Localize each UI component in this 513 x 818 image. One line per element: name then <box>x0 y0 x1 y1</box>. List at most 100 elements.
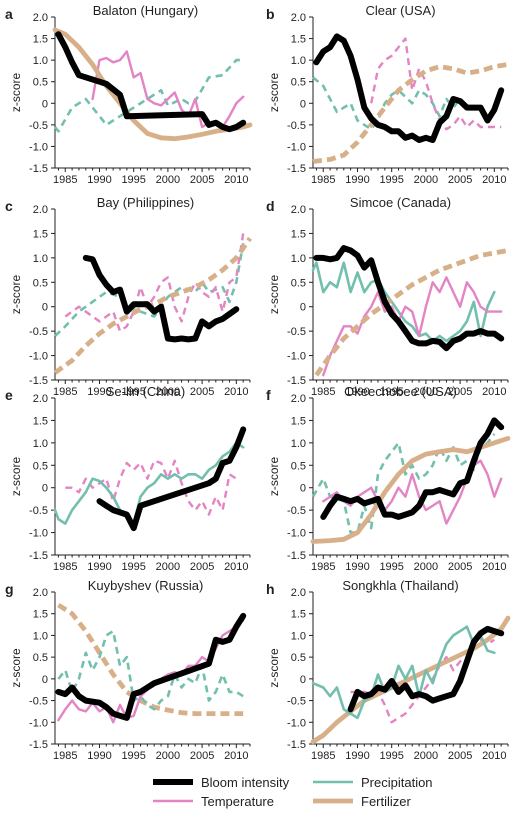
y-tick-label: -1.0 <box>29 351 48 363</box>
y-tick-label: 1.5 <box>33 228 48 240</box>
y-tick-label: 0.5 <box>33 460 48 472</box>
x-tick-label: 2010 <box>224 561 248 573</box>
y-tick-label: 1.5 <box>33 609 48 621</box>
y-tick-label: 2.0 <box>291 587 306 599</box>
panel-e: e Se-lin (China) -1.5 -1.0 -0.5 0 0.5 1.0 1.5 2.0… <box>5 384 251 573</box>
y-tick-label: -1.5 <box>29 739 48 751</box>
series-temperature <box>370 37 502 131</box>
panel-letter: c <box>5 198 13 214</box>
y-tick-label: -1.5 <box>29 163 48 175</box>
y-tick-label: 2.0 <box>33 204 48 216</box>
y-tick-label: 0.5 <box>33 652 48 664</box>
x-tick-label: 2005 <box>448 750 472 762</box>
y-tick-label: -1.0 <box>287 528 306 540</box>
x-tick-label: 1985 <box>311 386 335 398</box>
y-axis-title: z-score <box>267 648 281 688</box>
y-tick-label: -0.5 <box>29 120 48 132</box>
y-tick-label: 0.5 <box>291 277 306 289</box>
x-tick-label: 1990 <box>87 174 111 186</box>
y-tick-label: 1.0 <box>291 630 306 642</box>
series-precipitation <box>312 76 462 131</box>
x-tick-label: 2005 <box>448 561 472 573</box>
x-tick-label: 1995 <box>121 561 145 573</box>
panel-a: a Balaton (Hungary) -1.5 -1.0 -0.5 0 0.5 1.0 1.5… <box>5 3 253 186</box>
panel-letter: d <box>266 198 275 214</box>
y-axis-title: z-score <box>9 457 23 497</box>
y-tick-label: 1.0 <box>291 55 306 67</box>
y-tick-label: 0 <box>300 483 306 495</box>
y-tick-label: 2.0 <box>291 393 306 405</box>
x-tick-label: 2010 <box>224 750 248 762</box>
y-tick-label: 2.0 <box>291 12 306 24</box>
x-tick-label: 1995 <box>121 750 145 762</box>
x-tick-label: 1990 <box>345 174 369 186</box>
x-tick-label: 2010 <box>482 561 506 573</box>
x-tick-label: 1990 <box>87 750 111 762</box>
y-tick-label: 1.0 <box>33 55 48 67</box>
panel-letter: e <box>5 387 13 403</box>
y-tick-label: -1.5 <box>287 739 306 751</box>
series-bloom-intensity <box>313 245 505 352</box>
series-precipitation <box>57 629 244 711</box>
panel-title: Songkhla (Thailand) <box>342 578 458 593</box>
series-fertilizer <box>312 62 509 164</box>
x-tick-label: 2000 <box>414 750 438 762</box>
y-tick-label: -1.0 <box>29 141 48 153</box>
x-tick-label: 2005 <box>190 750 214 762</box>
x-tick-label: 1985 <box>53 174 77 186</box>
x-tick-label: 1990 <box>345 386 369 398</box>
panel-letter: g <box>5 581 14 597</box>
x-tick-label: 2005 <box>190 174 214 186</box>
y-tick-label: 0 <box>42 302 48 314</box>
panel-h: h Songkhla (Thailand) -1.5 -1.0 -0.5 0 0.5 1.0 1… <box>266 578 511 762</box>
y-tick-label: 0.5 <box>291 460 306 472</box>
y-tick-label: -1.0 <box>29 528 48 540</box>
y-tick-label: 0 <box>300 98 306 110</box>
y-tick-label: 1.0 <box>291 438 306 450</box>
x-tick-label: 1985 <box>53 386 77 398</box>
legend-label: Fertilizer <box>361 794 412 809</box>
y-tick-label: -0.5 <box>287 326 306 338</box>
series-temperature <box>65 459 237 516</box>
x-tick-label: 2010 <box>482 750 506 762</box>
series-bloom-intensity <box>55 612 247 721</box>
x-tick-label: 2005 <box>190 561 214 573</box>
y-axis-title: z-score <box>9 648 23 688</box>
panel-b: b Clear (USA) -1.5 -1.0 -0.5 0 0.5 1.0 1.5 2.0 198… <box>266 3 509 186</box>
x-tick-label: 1985 <box>311 750 335 762</box>
y-tick-label: 1.0 <box>33 253 48 265</box>
x-tick-label: 2000 <box>156 174 180 186</box>
y-tick-label: 2.0 <box>33 393 48 405</box>
series-bloom-intensity <box>82 254 240 343</box>
y-tick-label: 1.5 <box>291 415 306 427</box>
x-tick-label: 2000 <box>414 386 438 398</box>
y-tick-label: -1.5 <box>287 375 306 387</box>
y-tick-label: -1.5 <box>29 375 48 387</box>
panel-title: Simcoe (Canada) <box>350 195 451 210</box>
series-bloom-intensity <box>55 31 247 133</box>
series-precipitation <box>311 433 496 534</box>
panel-f: f Okeechobee (USA) -1.5 -1.0 -0.5 0 0.5 1.0 1.5 2… <box>266 384 511 573</box>
x-tick-label: 1985 <box>311 174 335 186</box>
x-tick-label: 2010 <box>482 386 506 398</box>
x-tick-label: 1990 <box>345 561 369 573</box>
panel-d: d Simcoe (Canada) -1.5 -1.0 -0.5 0 0.5 1.0 1.5 2.… <box>266 195 509 398</box>
series-fertilizer <box>57 602 244 716</box>
x-tick-label: 1995 <box>379 561 403 573</box>
series-bloom-intensity <box>96 426 247 532</box>
x-tick-label: 2010 <box>224 386 248 398</box>
panel-letter: h <box>266 581 275 597</box>
legend-label: Bloom intensity <box>201 775 290 790</box>
y-tick-label: -0.5 <box>29 326 48 338</box>
y-tick-label: 1.5 <box>33 415 48 427</box>
x-tick-label: 2005 <box>448 386 472 398</box>
series-fertilizer <box>310 615 511 745</box>
x-tick-label: 1985 <box>311 561 335 573</box>
legend-label: Temperature <box>201 794 274 809</box>
x-tick-label: 2005 <box>190 386 214 398</box>
y-tick-label: -1.0 <box>287 141 306 153</box>
y-tick-label: 0.5 <box>291 77 306 89</box>
y-tick-label: -1.0 <box>29 717 48 729</box>
panel-title: Clear (USA) <box>365 3 435 18</box>
